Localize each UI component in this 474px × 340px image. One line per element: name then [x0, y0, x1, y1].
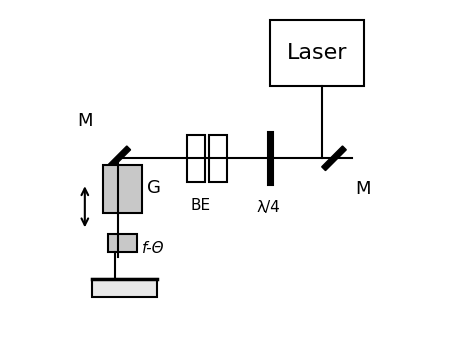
- Bar: [209, 135, 227, 182]
- Text: λ/4: λ/4: [257, 200, 281, 215]
- Bar: [108, 234, 137, 252]
- Bar: [91, 279, 157, 297]
- Polygon shape: [106, 146, 130, 171]
- Bar: [268, 132, 273, 185]
- Text: BE: BE: [190, 199, 210, 214]
- Bar: [103, 165, 142, 214]
- Text: f-Θ: f-Θ: [142, 241, 164, 256]
- Polygon shape: [322, 146, 346, 171]
- Text: G: G: [146, 180, 161, 198]
- Text: M: M: [78, 112, 93, 130]
- Text: Laser: Laser: [287, 43, 347, 63]
- Bar: [187, 135, 205, 182]
- Bar: [271, 19, 364, 86]
- Text: M: M: [356, 180, 371, 198]
